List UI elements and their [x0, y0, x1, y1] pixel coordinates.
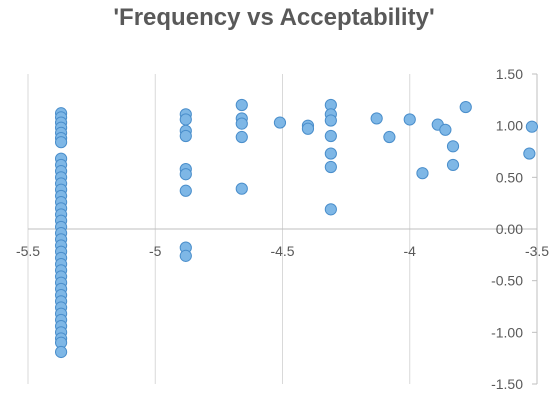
data-point: [54, 345, 68, 359]
data-point: [179, 168, 192, 181]
data-point: [179, 129, 192, 143]
data-point: [235, 117, 248, 130]
chart-title: 'Frequency vs Acceptability': [113, 4, 435, 31]
data-point: [179, 249, 192, 262]
data-point: [525, 120, 539, 133]
data-point: [324, 114, 337, 127]
y-tick-label: -0.50: [491, 273, 523, 289]
data-point: [273, 116, 287, 129]
data-point: [235, 98, 248, 112]
x-tick-label: -5.5: [16, 243, 40, 259]
y-tick-labels: 1.50 1.00 0.50 0.00 -0.50 -1.00 -1.50: [491, 66, 523, 392]
data-point: [523, 147, 536, 160]
y-tick-label: -1.00: [491, 324, 523, 340]
x-tick-labels: -5.5 -5 -4.5 -4 -3.5: [16, 243, 549, 259]
data-point: [439, 123, 452, 136]
data-point: [54, 136, 68, 149]
data-point: [446, 140, 460, 153]
data-point: [179, 113, 192, 126]
x-tick-label: -5: [149, 243, 162, 259]
data-point: [235, 130, 248, 144]
x-tick-label: -3.5: [525, 243, 549, 259]
y-tick-label: 1.50: [496, 66, 523, 82]
y-tick-label: 1.00: [496, 118, 523, 134]
data-points: [54, 98, 539, 359]
data-point: [324, 160, 337, 174]
y-tick-label: 0.50: [496, 169, 523, 185]
data-point: [370, 112, 383, 125]
data-point: [324, 203, 337, 216]
x-tick-label: -4: [404, 243, 417, 259]
data-point: [324, 129, 337, 143]
data-point: [403, 113, 416, 126]
data-point: [459, 100, 472, 114]
y-tick-label: 0.00: [496, 221, 523, 237]
data-point: [301, 122, 315, 135]
data-point: [383, 130, 396, 144]
data-point: [416, 167, 429, 180]
data-point: [179, 184, 192, 197]
y-tick-label: -1.50: [491, 376, 523, 392]
x-tick-label: -4.5: [270, 243, 294, 259]
data-point: [324, 147, 337, 160]
data-point: [446, 158, 460, 172]
data-point: [235, 182, 248, 195]
